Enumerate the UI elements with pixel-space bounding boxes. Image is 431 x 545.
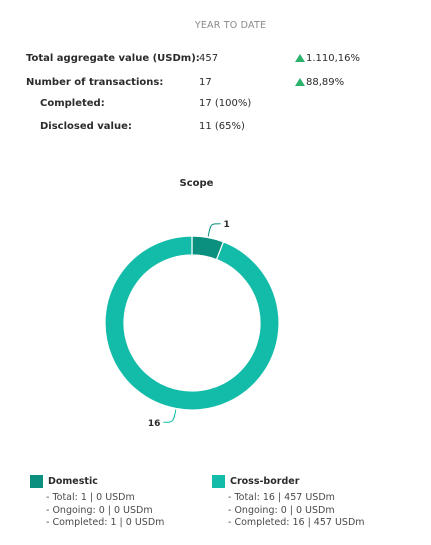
- legend-item-domestic[interactable]: Domestic - Total: 1 | 0 USDm - Ongoing: …: [30, 473, 164, 530]
- stat-value: 17: [199, 77, 212, 88]
- stat-change-value: 1.110,16%: [306, 53, 361, 64]
- stat-row-completed: Completed: 17 (100%): [0, 98, 431, 114]
- arrow-up-icon: [295, 78, 305, 86]
- stat-label: Total aggregate value (USDm):: [26, 53, 200, 64]
- legend-line-ongoing: - Ongoing: 0 | 0 USDm: [228, 504, 335, 516]
- stat-value: 17 (100%): [199, 98, 252, 109]
- data-label: 1: [224, 220, 230, 230]
- legend-line-completed: - Completed: 16 | 457 USDm: [228, 517, 365, 528]
- legend-item-cross-border[interactable]: Cross-border - Total: 16 | 457 USDm - On…: [212, 473, 365, 530]
- stat-label: Completed:: [40, 98, 105, 109]
- stat-row-total-value: Total aggregate value (USDm): 457 1.110,…: [0, 53, 431, 69]
- donut-chart: 1 16: [104, 220, 280, 429]
- stat-value: 11 (65%): [199, 121, 245, 132]
- period-label: YEAR TO DATE: [194, 20, 267, 31]
- stat-value: 457: [199, 53, 219, 64]
- legend-line-completed: - Completed: 1 | 0 USDm: [46, 517, 165, 528]
- legend-details: - Total: 1 | 0 USDm - Ongoing: 0 | 0 USD…: [46, 492, 164, 530]
- data-label-connector: [207, 223, 221, 237]
- legend-line-total: - Total: 16 | 457 USDm: [228, 492, 335, 503]
- arrow-up-icon: [295, 54, 305, 62]
- stat-change: 1.110,16%: [295, 53, 360, 64]
- legend-header[interactable]: Cross-border: [212, 473, 365, 489]
- chart-title: Scope: [179, 178, 214, 189]
- legend-header[interactable]: Domestic: [30, 473, 164, 489]
- stat-change: 88,89%: [295, 77, 344, 88]
- stat-label: Number of transactions:: [26, 77, 164, 88]
- data-label: 16: [148, 419, 161, 429]
- data-label-connector: [163, 409, 177, 423]
- legend-line-ongoing: - Ongoing: 0 | 0 USDm: [46, 504, 153, 516]
- legend-line-total: - Total: 1 | 0 USDm: [46, 492, 135, 503]
- legend-swatch: [30, 474, 43, 488]
- donut-slice-cross-border[interactable]: [104, 235, 280, 411]
- legend-label: Domestic: [48, 475, 98, 487]
- stat-label: Disclosed value:: [40, 121, 132, 132]
- legend-swatch: [212, 474, 225, 488]
- stat-change-value: 88,89%: [306, 77, 345, 88]
- legend-label: Cross-border: [230, 475, 300, 487]
- stat-row-disclosed: Disclosed value: 11 (65%): [0, 121, 431, 137]
- stat-row-transactions: Number of transactions: 17 88,89%: [0, 77, 431, 93]
- legend-details: - Total: 16 | 457 USDm - Ongoing: 0 | 0 …: [228, 492, 365, 530]
